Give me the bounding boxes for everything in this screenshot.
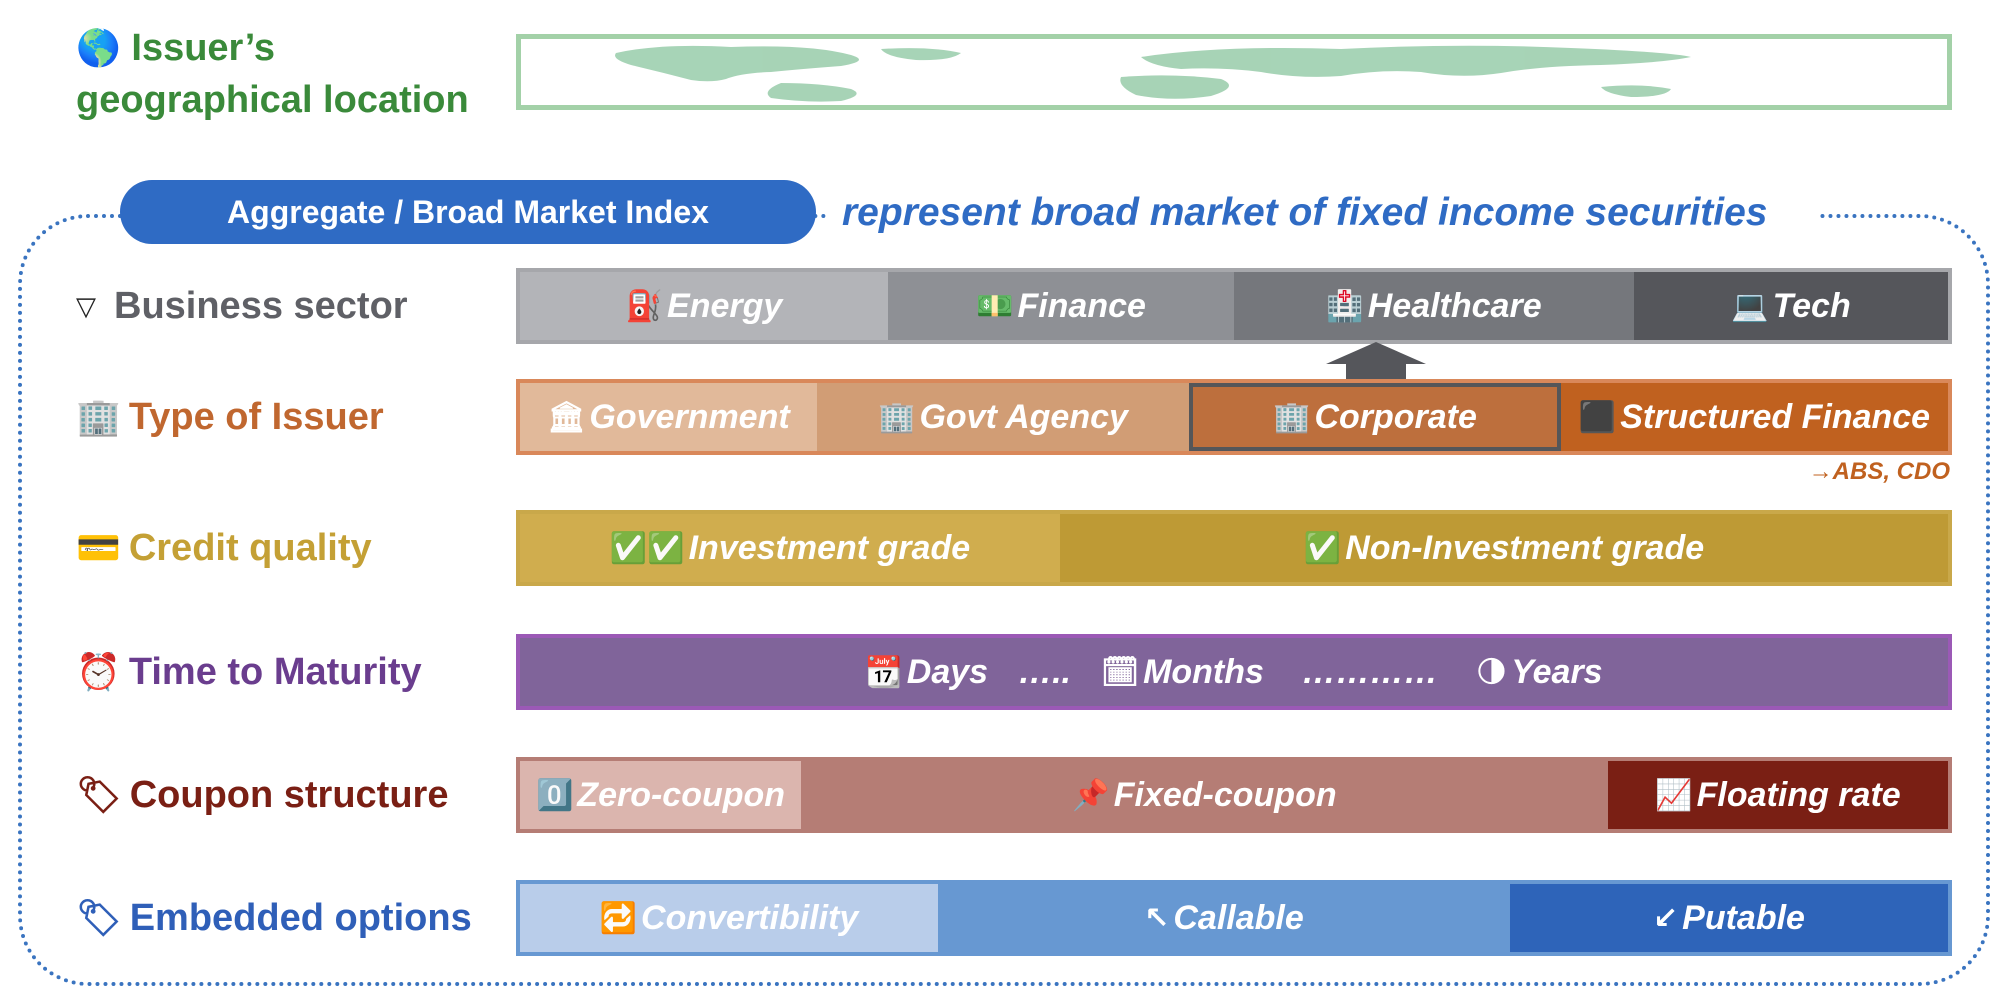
options-callable-label: Callable <box>1173 898 1304 937</box>
repeat-icon: 🔁 <box>599 901 638 935</box>
arrow-up-connector <box>1326 342 1426 380</box>
map-africa <box>1120 75 1229 99</box>
options-segment-putable: ↙ Putable <box>1510 884 1948 952</box>
credit-quality-bar: ✅✅ Investment grade ✅ Non-Investment grade <box>516 510 1952 586</box>
tag-icon: 🏷 <box>76 774 122 815</box>
sector-segment-healthcare: 🏥 Healthcare <box>1234 272 1634 340</box>
arrow-up-left-icon: ↖ <box>1144 901 1170 935</box>
options-segment-convertibility: 🔁 Convertibility <box>520 884 938 952</box>
row-label-credit-quality: 💳 Credit quality <box>76 526 372 570</box>
coupon-floating-rate-label: Floating rate <box>1696 775 1901 814</box>
map-north-america <box>615 45 859 82</box>
sector-energy-label: Energy <box>667 286 783 325</box>
fuel-pump-icon: ⛽ <box>625 289 664 323</box>
row-label-time-to-maturity: ⏰ Time to Maturity <box>76 650 422 694</box>
tag-icon: 🏷 <box>76 897 122 938</box>
issuer-corporate-label: Corporate <box>1314 397 1477 436</box>
double-check-icon: ✅✅ <box>609 531 685 565</box>
coupon-structure-label: Coupon structure <box>129 773 449 816</box>
coupon-segment-floating-rate: 📈 Floating rate <box>1608 761 1948 829</box>
chart-increasing-icon: 📈 <box>1655 778 1693 812</box>
type-of-issuer-bar: 🏛 Government 🏢 Govt Agency 🏢 Corporate ⬛ Str… <box>516 379 1952 455</box>
credit-investment-grade-label: Investment grade <box>688 528 971 567</box>
business-sector-label: Business sector <box>114 284 408 327</box>
hospital-icon: 🏥 <box>1326 289 1364 323</box>
business-sector-bar: ⛽ Energy 💵 Finance 🏥 Healthcare 💻 Tech <box>516 268 1952 344</box>
credit-quality-label: Credit quality <box>128 526 372 569</box>
zero-icon: 0️⃣ <box>535 778 574 812</box>
index-caption-bg <box>826 186 1818 242</box>
office-building-icon: 🏢 <box>76 396 121 437</box>
credit-non-investment-grade-label: Non-Investment grade <box>1345 528 1705 567</box>
sector-finance-label: Finance <box>1017 286 1146 325</box>
money-icon: 💵 <box>976 289 1014 323</box>
black-box-icon: ⬛ <box>1578 400 1617 434</box>
geo-label: 🌎 Issuer’s geographical location <box>76 22 469 126</box>
sector-segment-tech: 💻 Tech <box>1634 272 1948 340</box>
index-pill-label: Aggregate / Broad Market Index <box>227 193 709 230</box>
issuer-segment-corporate: 🏢 Corporate <box>1189 383 1561 451</box>
options-putable-label: Putable <box>1682 898 1805 937</box>
maturity-years-label: Years <box>1511 652 1603 691</box>
office-icon: 🏢 <box>878 400 916 434</box>
type-of-issuer-label: Type of Issuer <box>128 395 384 438</box>
embedded-options-label: Embedded options <box>129 896 472 939</box>
index-caption: represent broad market of fixed income s… <box>842 191 1768 234</box>
office-building-icon: 🏢 <box>1273 400 1311 434</box>
alarm-clock-icon: ⏰ <box>76 651 121 692</box>
maturity-months-label: Months <box>1143 652 1264 691</box>
issuer-government-label: Government <box>589 397 790 436</box>
geo-label-line2: geographical location <box>76 79 469 121</box>
maturity-sep-1: ….. <box>1018 652 1071 691</box>
sector-segment-finance: 💵 Finance <box>888 272 1234 340</box>
coupon-zero-coupon-label: Zero-coupon <box>577 775 786 814</box>
coupon-segment-zero-coupon: 0️⃣ Zero-coupon <box>520 761 801 829</box>
maturity-days-label: Days <box>906 652 989 691</box>
issuer-structured-finance-label: Structured Finance <box>1620 397 1931 436</box>
coupon-fixed-coupon-label: Fixed-coupon <box>1113 775 1337 814</box>
map-oceania <box>1601 85 1671 97</box>
sector-tech-label: Tech <box>1772 286 1851 325</box>
laptop-icon: 💻 <box>1731 289 1769 323</box>
world-map-box <box>516 34 1952 110</box>
row-label-embedded-options: 🏷 Embedded options <box>76 896 472 940</box>
triangle-down-icon: ▽ <box>76 291 96 321</box>
notepad-icon: 🗓 <box>1100 655 1140 689</box>
structured-finance-note: →ABS, CDO <box>1808 458 1950 485</box>
sector-healthcare-label: Healthcare <box>1367 286 1542 325</box>
moon-icon: 🌗 <box>1475 655 1508 689</box>
credit-card-icon: 💳 <box>76 527 121 568</box>
issuer-segment-government: 🏛 Government <box>520 383 817 451</box>
check-icon: ✅ <box>1303 531 1342 565</box>
row-label-coupon-structure: 🏷 Coupon structure <box>76 773 448 817</box>
map-greenland <box>881 48 961 61</box>
time-to-maturity-label: Time to Maturity <box>128 650 422 693</box>
issuer-segment-structured-finance: ⬛ Structured Finance <box>1561 383 1948 451</box>
classical-building-icon: 🏛 <box>547 400 586 434</box>
embedded-options-bar: 🔁 Convertibility ↖ Callable ↙ Putable <box>516 880 1952 956</box>
arrow-down-left-icon: ↙ <box>1653 901 1679 935</box>
globe-icon: 🌎 <box>76 27 121 68</box>
time-to-maturity-bar: 📆 Days ….. 🗓 Months ………… 🌗 Years <box>516 634 1952 710</box>
calendar-icon: 📆 <box>865 655 903 689</box>
coupon-segment-fixed-coupon: 📌 Fixed-coupon <box>801 761 1608 829</box>
credit-segment-investment-grade: ✅✅ Investment grade <box>520 514 1060 582</box>
row-label-business-sector: ▽ Business sector <box>76 284 408 328</box>
pushpin-icon: 📌 <box>1072 778 1110 812</box>
credit-segment-non-investment-grade: ✅ Non-Investment grade <box>1060 514 1948 582</box>
sector-segment-energy: ⛽ Energy <box>520 272 888 340</box>
map-europe-asia <box>1141 45 1691 77</box>
map-south-america <box>767 83 857 102</box>
issuer-govt-agency-label: Govt Agency <box>919 397 1128 436</box>
issuer-segment-govt-agency: 🏢 Govt Agency <box>817 383 1189 451</box>
index-pill: Aggregate / Broad Market Index <box>120 180 816 244</box>
options-convertibility-label: Convertibility <box>641 898 859 937</box>
world-map-silhouette <box>615 45 1691 102</box>
geo-label-line1: Issuer’s <box>131 27 276 69</box>
options-segment-callable: ↖ Callable <box>938 884 1510 952</box>
maturity-sep-2: ………… <box>1301 652 1438 691</box>
coupon-structure-bar: 0️⃣ Zero-coupon 📌 Fixed-coupon 📈 Floating r… <box>516 757 1952 833</box>
row-label-type-of-issuer: 🏢 Type of Issuer <box>76 395 384 439</box>
